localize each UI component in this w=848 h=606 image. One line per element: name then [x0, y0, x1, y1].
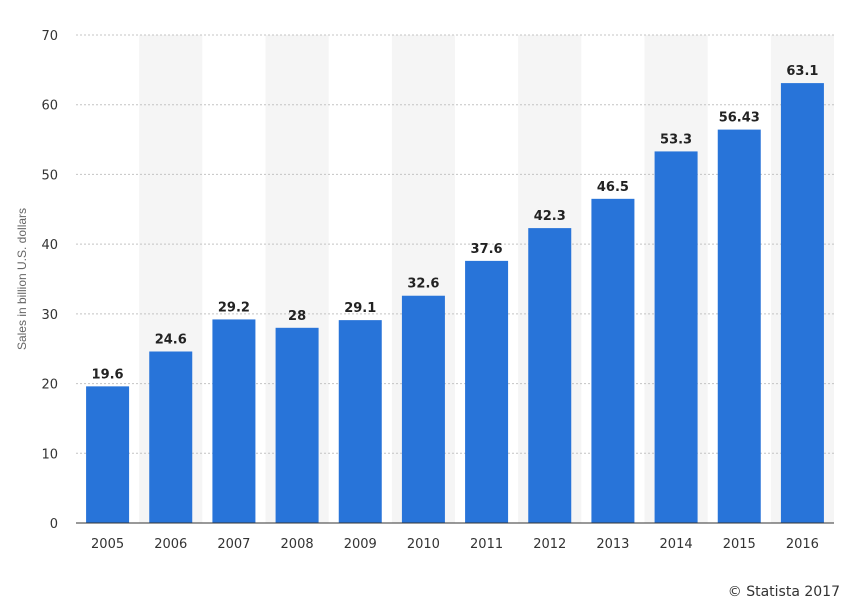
x-tick-label: 2012: [533, 537, 566, 552]
bar: [717, 129, 761, 523]
bar: [149, 351, 193, 523]
data-label: 42.3: [534, 209, 566, 224]
y-tick-label: 60: [41, 99, 58, 114]
data-label: 29.1: [344, 301, 376, 316]
bar: [86, 386, 130, 523]
x-tick-label: 2006: [154, 537, 187, 552]
x-tick-label: 2016: [786, 537, 819, 552]
data-label: 29.2: [218, 300, 250, 315]
bar: [591, 198, 635, 524]
bar: [780, 83, 824, 524]
y-tick-label: 70: [41, 29, 58, 44]
data-label: 37.6: [471, 242, 503, 257]
bar: [401, 295, 445, 523]
y-tick-label: 0: [50, 517, 58, 532]
x-axis-ticks: 2005 2006 2007 2008 2009 2010 2011 2012 2013 2014…: [91, 537, 819, 552]
x-tick-label: 2014: [660, 537, 693, 552]
x-tick-label: 2007: [217, 537, 250, 552]
data-label: 53.3: [660, 132, 692, 147]
data-label: 46.5: [597, 180, 629, 195]
data-label: 19.6: [92, 367, 124, 382]
x-tick-label: 2011: [470, 537, 503, 552]
y-tick-label: 20: [41, 378, 58, 393]
x-tick-label: 2015: [723, 537, 756, 552]
bar: [275, 327, 319, 523]
y-axis-ticks: 0 10 20 30 40 50 60 70: [41, 29, 58, 532]
data-label: 56.43: [719, 111, 760, 126]
bars: [86, 83, 824, 524]
x-tick-label: 2009: [344, 537, 377, 552]
bar: [654, 151, 698, 523]
y-tick-label: 40: [41, 238, 58, 253]
y-tick-label: 30: [41, 308, 58, 323]
y-tick-label: 50: [41, 168, 58, 183]
data-label: 28: [288, 309, 306, 324]
data-label: 32.6: [407, 277, 439, 292]
value-labels: 19.6 24.6 29.2 28 29.1 32.6 37.6 42.3 46.5 53.3 56…: [92, 64, 819, 382]
x-tick-label: 2013: [596, 537, 629, 552]
data-label: 63.1: [786, 64, 818, 79]
x-tick-label: 2005: [91, 537, 124, 552]
y-axis-label: Sales in billion U.S. dollars: [15, 208, 29, 350]
source-credit: © Statista 2017: [727, 584, 840, 600]
bar: [338, 320, 382, 523]
bar: [212, 319, 256, 523]
bar: [528, 228, 572, 523]
x-tick-label: 2008: [281, 537, 314, 552]
y-tick-label: 10: [41, 447, 58, 462]
data-label: 24.6: [155, 333, 187, 348]
bar: [465, 260, 509, 523]
x-tick-label: 2010: [407, 537, 440, 552]
